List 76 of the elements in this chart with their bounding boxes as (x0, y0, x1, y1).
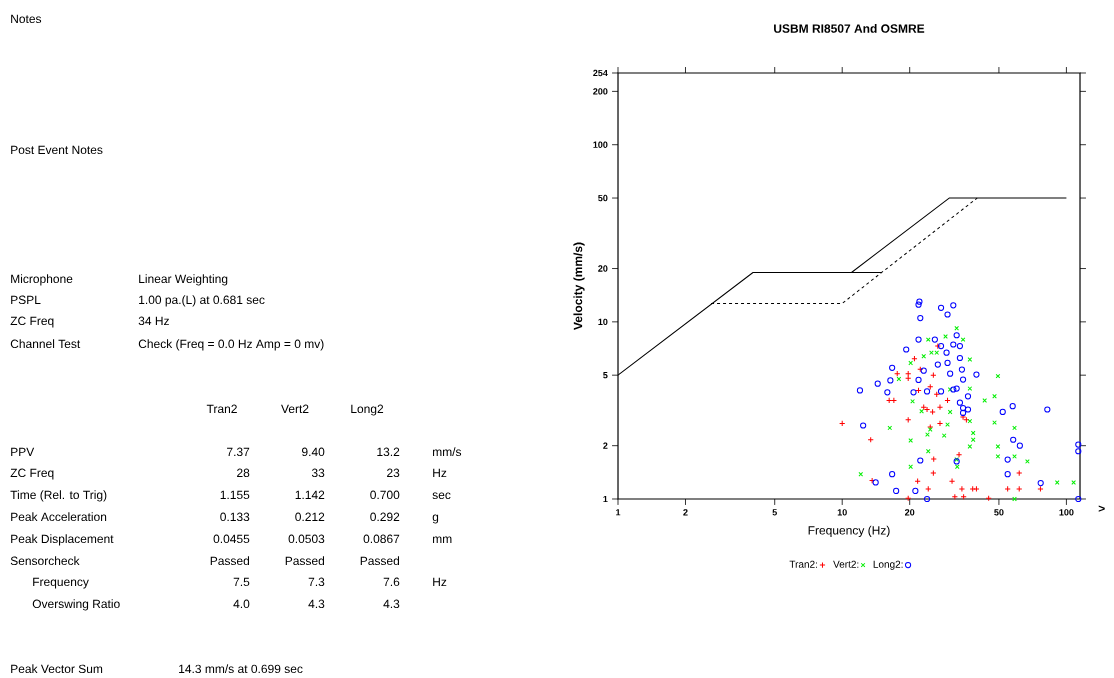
y-tick-label: 20 (598, 265, 608, 272)
y-tick-label: 254 (593, 69, 608, 77)
text: 0.0867 (363, 534, 400, 544)
text: Post Event Notes (11, 145, 103, 155)
text: Peak Acceleration (11, 512, 107, 522)
text: 14.3 mm/s at 0.699 sec (179, 664, 303, 674)
text: 7.6 (383, 577, 400, 587)
text: > (1098, 505, 1105, 512)
text: Tran2 (206, 404, 237, 414)
text: 0.0503 (288, 534, 325, 544)
text: 1.00 pa.(L) at 0.681 sec (139, 295, 265, 307)
x-tick-label: 2 (683, 509, 688, 516)
x-tick-label: 1 (616, 509, 621, 516)
text: Hz (433, 468, 447, 477)
text: Long2 (351, 404, 384, 416)
text: g (432, 514, 439, 524)
text: Channel Test (10, 339, 81, 349)
legend-label: Tran2: (789, 560, 817, 568)
text: Peak Vector Sum (11, 664, 103, 674)
text: 13.2 (377, 447, 400, 457)
text: Vert2 (281, 404, 309, 414)
text: PPV (11, 447, 35, 456)
text: Hz (433, 577, 447, 586)
text: 4.0 (233, 599, 250, 609)
text: 23 (387, 468, 400, 478)
text: 7.37 (227, 447, 250, 457)
text: ZC Freq (10, 468, 54, 480)
y-tick-label: 1 (603, 495, 608, 503)
text: Passed (360, 556, 400, 566)
text: Passed (285, 556, 325, 566)
x-tick-label: 100 (1059, 509, 1074, 516)
legend-label: Vert2: (833, 560, 859, 568)
text: 34 Hz (138, 316, 169, 326)
text: mm/s (433, 447, 462, 457)
x-tick-label: 5 (772, 509, 777, 516)
text: PSPL (11, 295, 41, 305)
text: 33 (311, 468, 325, 478)
text: 0.212 (295, 512, 325, 522)
text: 0.292 (370, 512, 400, 522)
legend-label: Long2: (873, 560, 903, 570)
text: 7.3 (308, 577, 325, 587)
x-tick-label: 10 (837, 509, 847, 516)
text: 1.155 (220, 490, 250, 500)
text: 0.0455 (213, 534, 250, 544)
y-tick-label: 50 (598, 194, 608, 202)
text: 7.5 (233, 577, 250, 587)
text: 0.700 (370, 490, 400, 500)
chart-title: USBM RI8507 And OSMRE (774, 23, 925, 33)
text: 0.133 (220, 512, 250, 522)
y-tick-label: 10 (598, 318, 608, 326)
x-tick-label: 20 (905, 509, 915, 516)
text: 28 (237, 468, 250, 478)
text: 4.3 (308, 599, 325, 609)
text: Time (Rel. to Trig) (10, 490, 107, 502)
text: sec (432, 492, 451, 500)
y-tick-label: 2 (603, 442, 608, 449)
y-axis-title: Velocity (mm/s) (573, 242, 585, 330)
x-tick-label: 50 (994, 509, 1004, 516)
y-tick-label: 100 (593, 141, 608, 148)
text: Overswing Ratio (32, 599, 120, 611)
text: 4.3 (383, 599, 400, 609)
text: Linear Weighting (139, 274, 228, 286)
text: Sensorcheck (10, 556, 80, 566)
text: 9.40 (302, 447, 325, 457)
text: mm (433, 536, 452, 543)
y-tick-label: 5 (603, 372, 608, 379)
text: Peak Displacement (11, 534, 114, 546)
text: Notes (11, 14, 42, 24)
text: Passed (210, 556, 250, 566)
text: Check (Freq = 0.0 Hz Amp = 0 mv) (138, 339, 324, 351)
x-axis-title: Frequency (Hz) (808, 525, 890, 537)
y-tick-label: 200 (593, 88, 608, 95)
text: Microphone (11, 274, 73, 286)
text: ZC Freq (10, 316, 54, 328)
text: 1.142 (295, 490, 325, 499)
text: Frequency (33, 577, 89, 589)
